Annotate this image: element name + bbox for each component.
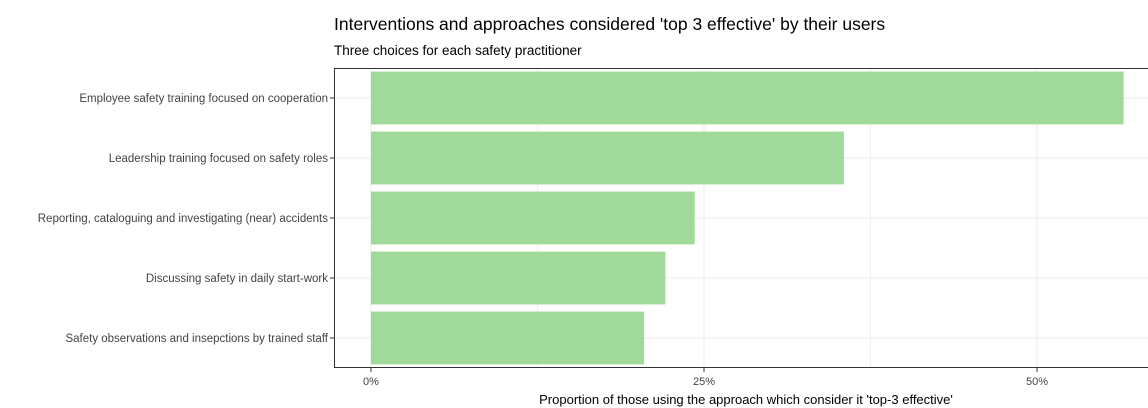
x-tick-label: 0% [363,376,379,388]
x-tick-label: 50% [1026,376,1048,388]
bar [371,131,844,185]
category-label: Employee safety training focused on coop… [79,93,328,105]
bar [371,71,1124,125]
bar [371,311,645,365]
bar [371,251,666,305]
chart-subtitle: Three choices for each safety practition… [334,43,582,58]
category-label: Discussing safety in daily start-work [146,273,328,285]
chart-title: Interventions and approaches considered … [334,14,886,34]
category-label: Leadership training focused on safety ro… [109,153,329,165]
bar [371,191,695,245]
category-label: Safety observations and insepctions by t… [65,333,328,345]
category-label: Reporting, cataloguing and investigating… [38,213,328,225]
panel-border [334,68,1148,368]
x-axis-title: Proportion of those using the approach w… [539,392,953,407]
x-tick-label: 25% [693,376,715,388]
